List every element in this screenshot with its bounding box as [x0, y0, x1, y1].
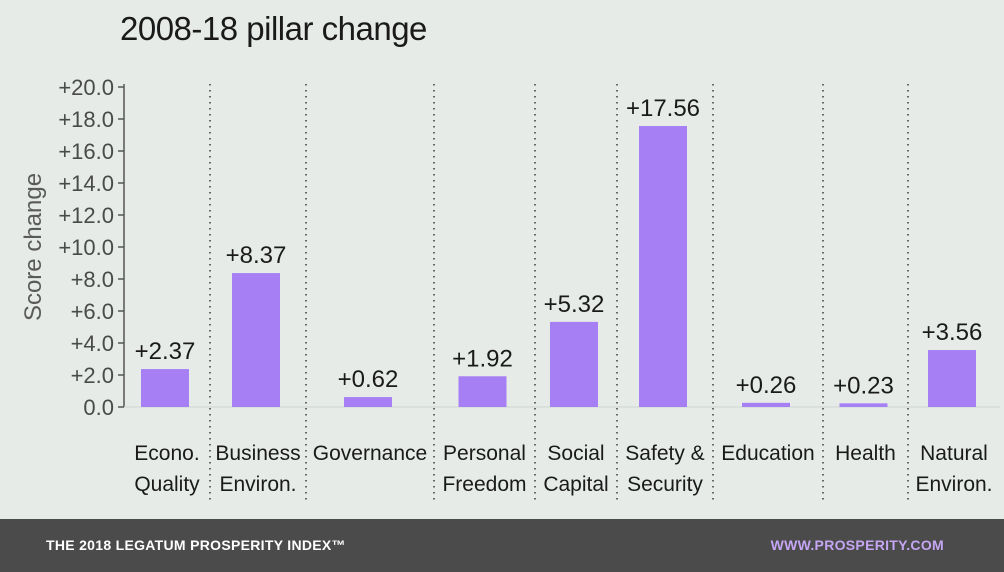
bar: [928, 350, 976, 407]
y-tick-label: +4.0: [71, 331, 114, 356]
bar-value-label: +5.32: [544, 291, 605, 318]
y-tick-label: +2.0: [71, 363, 114, 388]
y-tick-label: +16.0: [58, 139, 114, 164]
category-label: Environ.: [915, 473, 992, 496]
bar-value-label: +0.26: [736, 372, 797, 399]
category-label: Security: [627, 473, 703, 496]
bar-value-label: +8.37: [226, 242, 287, 269]
category-label: Business: [215, 442, 300, 465]
bar-value-label: +17.56: [626, 95, 700, 122]
y-tick-label: +20.0: [58, 75, 114, 100]
category-label: Health: [835, 442, 896, 465]
bar: [639, 126, 687, 407]
bar-value-label: +0.23: [833, 372, 894, 399]
y-axis-label: Score change: [20, 173, 47, 321]
y-tick-label: +8.0: [71, 267, 114, 292]
bar-chart: 0.0 +2.0 +4.0 +6.0 +8.0 +10.0 +12.0 +14.0 +16.0 +…: [20, 75, 1000, 500]
category-label: Econo.: [134, 442, 199, 465]
category-label: Education: [721, 442, 814, 465]
y-tick-label: 0.0: [83, 395, 114, 420]
footer-bar: THE 2018 LEGATUM PROSPERITY INDEX™ WWW.P…: [0, 519, 1004, 572]
footer-website-link[interactable]: WWW.PROSPERITY.COM: [770, 537, 944, 553]
category-label: Safety &: [625, 442, 704, 465]
bar-value-label: +3.56: [922, 319, 983, 346]
footer-brand-text: THE 2018 LEGATUM PROSPERITY INDEX™: [46, 537, 346, 553]
category-label: Environ.: [219, 473, 296, 496]
bar-value-label: +2.37: [135, 338, 196, 365]
bar: [839, 403, 888, 407]
chart-title: 2008-18 pillar change: [120, 10, 427, 47]
bar: [344, 397, 392, 407]
y-tick-label: +14.0: [58, 171, 114, 196]
category-label: Quality: [134, 473, 200, 496]
bar: [742, 402, 790, 407]
bar: [458, 376, 507, 407]
bar-value-label: +1.92: [452, 345, 513, 372]
category-label: Freedom: [442, 473, 526, 496]
y-tick-label: +10.0: [58, 235, 114, 260]
y-tick-label: +18.0: [58, 107, 114, 132]
bar: [141, 369, 189, 407]
category-label: Capital: [543, 473, 608, 496]
category-label: Natural: [920, 442, 988, 465]
category-label: Social: [547, 442, 604, 465]
bar: [232, 273, 280, 407]
bar: [550, 321, 598, 407]
category-label: Personal: [443, 442, 526, 465]
bar-value-label: +0.62: [338, 366, 399, 393]
y-tick-label: +12.0: [58, 203, 114, 228]
y-tick-label: +6.0: [71, 299, 114, 324]
category-label: Governance: [313, 442, 427, 465]
